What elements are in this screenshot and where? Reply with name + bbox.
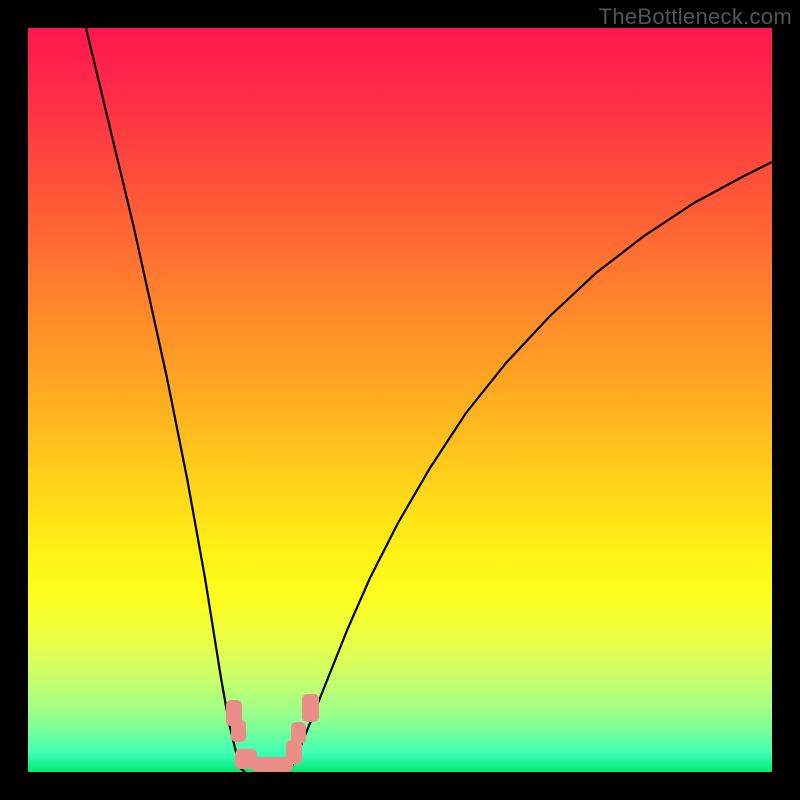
watermark-text: TheBottleneck.com	[599, 4, 792, 30]
data-marker	[302, 694, 319, 722]
chart-frame: TheBottleneck.com	[0, 0, 800, 800]
gradient-background	[28, 28, 772, 772]
plot-area	[28, 28, 772, 772]
data-marker	[291, 722, 306, 744]
data-marker	[231, 720, 246, 742]
